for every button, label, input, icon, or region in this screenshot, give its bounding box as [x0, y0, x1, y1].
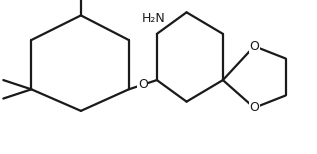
- Text: O: O: [138, 78, 148, 91]
- Text: H₂N: H₂N: [142, 12, 165, 25]
- Text: O: O: [249, 101, 259, 114]
- Text: O: O: [249, 40, 259, 53]
